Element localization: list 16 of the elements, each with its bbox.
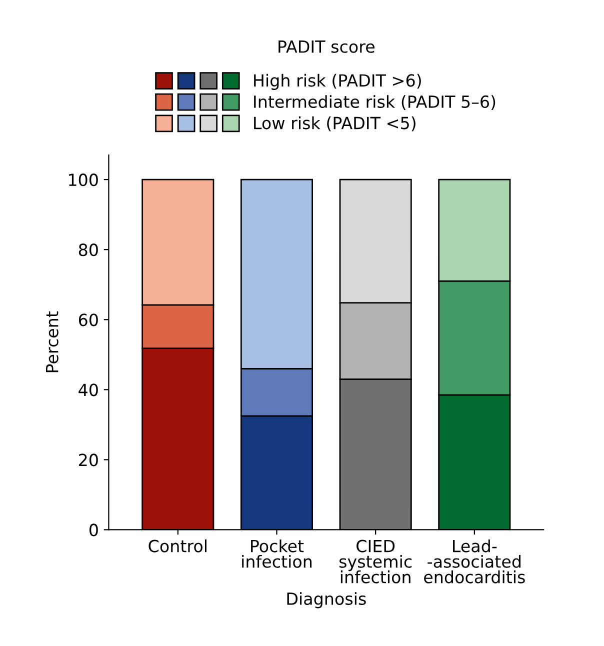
y-tick-label: 60: [78, 314, 98, 326]
y-tick-label: 100: [69, 174, 98, 186]
y-tick-label: 20: [79, 454, 98, 466]
x-tick-label: Control: [148, 539, 206, 552]
y-tick-label: 40: [78, 384, 98, 396]
legend-label: Intermediate risk (PADIT 5–6): [254, 95, 496, 110]
y-tick-label: 80: [78, 244, 98, 256]
x-tick-label: CIED systemic infection: [339, 540, 412, 584]
legend-label: Low risk (PADIT <5): [254, 116, 416, 132]
x-axis-title: Diagnosis: [287, 592, 366, 608]
y-tick-label: 0: [89, 524, 98, 536]
x-tick-label: Lead- -associated endocarditis: [424, 539, 525, 584]
legend-title: PADIT score: [278, 40, 374, 53]
y-axis-title: Percent: [46, 311, 58, 372]
x-tick-label: Pocket infection: [242, 539, 312, 568]
legend-label: High risk (PADIT >6): [254, 74, 421, 90]
